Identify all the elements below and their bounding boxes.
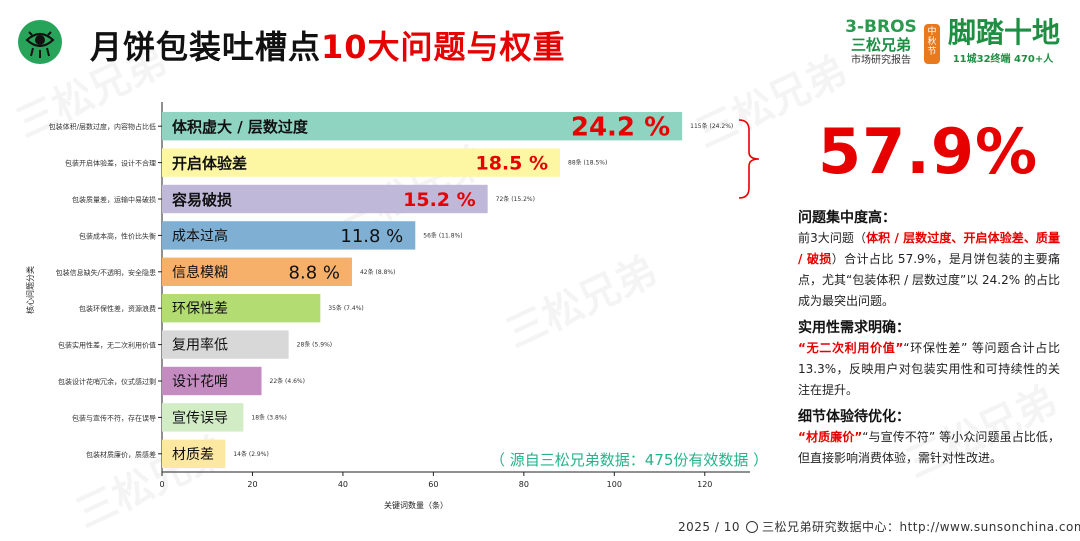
brand-logo: 3-BROS 三松兄弟 市场研究报告 — [842, 18, 920, 68]
bar — [162, 403, 244, 432]
bar-percent-label: 8.8 % — [289, 262, 340, 283]
bar-label: 设计花哨 — [172, 374, 228, 390]
brand-sub: 市场研究报告 — [851, 55, 911, 66]
top3-bracket — [738, 119, 760, 199]
y-tick-label: 包装设计花哨冗余，仪式感过剩 — [58, 377, 156, 386]
bar-label: 容易破损 — [171, 191, 232, 209]
bar-percent-label: 18.5 % — [475, 152, 548, 174]
bar-percent-label: 11.8 % — [340, 226, 403, 247]
data-label: 35条 (7.4%) — [328, 304, 363, 312]
field-research-sub: 11城32终端 470+人 — [952, 54, 1054, 65]
y-axis-title: 核心问题分类 — [25, 266, 35, 314]
x-tick-label: 120 — [697, 480, 712, 489]
summary-heading-1: 问题集中度高： — [798, 210, 896, 226]
data-label: 28条 (5.9%) — [297, 341, 332, 349]
highlight-text: 体积 / 层数过度、开启体验差、质量 / 破损 — [798, 231, 1060, 266]
bar — [162, 221, 416, 250]
brand-mark-icon — [745, 521, 758, 533]
data-label: 72条 (15.2%) — [496, 195, 535, 203]
bar — [162, 257, 352, 286]
x-axis-title: 关键词数量（条） — [384, 500, 448, 510]
bar — [162, 112, 683, 141]
bar — [162, 366, 262, 396]
y-tick-label: 包装信息缺失/不透明，安全隐患 — [56, 268, 156, 277]
x-tick-label: 40 — [338, 480, 348, 489]
top3-total-percent: 57.9% — [818, 115, 1039, 188]
x-tick-label: 20 — [247, 480, 257, 489]
summary-heading-2: 实用性需求明确： — [798, 320, 910, 336]
x-tick-label: 100 — [607, 480, 622, 489]
highlight-text: “无二次利用价值” — [798, 341, 904, 355]
y-tick-label: 包装开启体验差，设计不合理 — [65, 159, 156, 168]
y-tick-label: 包装材质廉价，质感差 — [86, 450, 156, 459]
y-tick-label: 包装实用性差，无二次利用价值 — [58, 341, 156, 350]
summary-heading-3: 细节体验待优化： — [798, 409, 910, 425]
data-source-note: （ 源自三松兄弟数据：475份有效数据 ） — [490, 451, 769, 469]
footer-source: 三松兄弟研究数据中心：http://www.sunsonchina.com/ — [761, 520, 1080, 534]
brand-en: 3-BROS — [845, 17, 917, 37]
y-tick-label: 包装体积/层数过度，内容物占比低 — [49, 122, 156, 131]
eye-logo-icon — [18, 20, 62, 64]
bar-percent-label: 15.2 % — [403, 189, 476, 211]
summary-paragraph-1: 前3大问题（体积 / 层数过度、开启体验差、质量 / 破损）合计占比 57.9%… — [798, 231, 1061, 308]
title-main: 月饼包装吐槽点 — [90, 28, 322, 66]
bar-label: 宣传误导 — [172, 410, 228, 426]
data-label: 88条 (18.5%) — [568, 159, 607, 167]
x-tick-label: 80 — [519, 480, 529, 489]
mid-autumn-badge: 中秋节 — [924, 24, 940, 64]
y-tick-label: 包装成本高，性价比失衡 — [79, 231, 156, 240]
bar-chart: 0 20 40 60 80 100 120 关键词数量（条） 核心问题分类 包装体积/层数过度，内… — [25, 102, 750, 510]
field-research-title: 脚踏十地 — [948, 16, 1061, 49]
bar-label: 环保性差 — [172, 301, 228, 317]
field-research-logo: 脚踏十地 11城32终端 470+人 — [948, 16, 1061, 65]
bar — [162, 330, 289, 359]
summary-paragraph-2: “无二次利用价值”“环保性差” 等问题合计占比 13.3%，反映用户对包装实用性… — [798, 341, 1061, 397]
brand-cn: 三松兄弟 — [850, 36, 911, 54]
data-label: 56条 (11.8%) — [423, 231, 462, 239]
header: 月饼包装吐槽点10大问题与权重 3-BROS 三松兄弟 市场研究报告 中秋节 脚… — [0, 0, 1080, 82]
data-label: 42条 (8.8%) — [360, 268, 395, 276]
bar — [162, 184, 488, 214]
data-label: 18条 (3.8%) — [251, 413, 286, 421]
bar-label: 材质差 — [172, 447, 214, 463]
page-title: 月饼包装吐槽点10大问题与权重 — [90, 22, 566, 68]
summary-paragraph-3: “材质廉价”“与宣传不符” 等小众问题虽占比低，但直接影响消费体验，需针对性改进… — [798, 430, 1060, 465]
y-tick-label: 包装环保性差，资源浪费 — [79, 304, 156, 313]
bar — [162, 148, 561, 177]
bar-label: 信息模糊 — [172, 264, 228, 281]
bar-label: 体积虚大 / 层数过度 — [172, 118, 309, 136]
data-label: 14条 (2.9%) — [233, 450, 268, 458]
title-highlight: 10大问题与权重 — [321, 28, 566, 66]
bar-percent-label: 24.2 % — [571, 113, 670, 143]
footer: 2025 / 10 三松兄弟研究数据中心：http://www.sunsonchi… — [678, 518, 1080, 535]
bar-label: 成本过高 — [172, 227, 228, 244]
bar-label: 复用率低 — [172, 337, 228, 354]
x-tick-label: 60 — [428, 480, 438, 489]
highlight-text: “材质廉价” — [798, 430, 863, 444]
bar — [162, 439, 226, 468]
footer-date: 2025 / 10 — [678, 520, 740, 534]
data-label: 22条 (4.6%) — [270, 377, 305, 385]
bar-label: 开启体验差 — [172, 155, 247, 173]
summary-panel: 问题集中度高： 前3大问题（体积 / 层数过度、开启体验差、质量 / 破损）合计… — [798, 202, 1060, 469]
y-tick-label: 包装与宣传不符，存在误导 — [72, 413, 156, 422]
data-label: 115条 (24.2%) — [690, 122, 733, 130]
y-tick-label: 包装质量差，运输中易破损 — [72, 195, 156, 204]
x-tick-label: 0 — [159, 480, 164, 489]
bar — [162, 294, 321, 323]
